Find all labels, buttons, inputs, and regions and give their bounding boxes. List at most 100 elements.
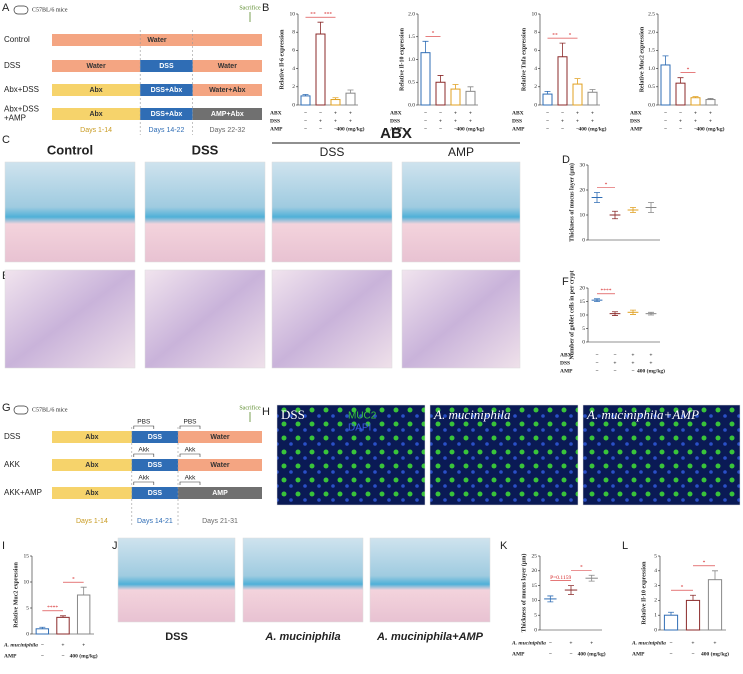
- error-bar: [452, 84, 459, 90]
- error-bar: [692, 96, 699, 98]
- mouse-strain: C57BL/6 mice: [32, 407, 68, 413]
- day-label: Days 21-31: [202, 518, 238, 525]
- x-row-mark: −: [546, 126, 549, 132]
- x-row-mark: −: [41, 653, 44, 659]
- error-bar: [39, 626, 46, 629]
- dose-bracket: [133, 425, 155, 429]
- panel-label: B: [262, 2, 269, 14]
- x-row-mark: +: [61, 642, 64, 648]
- segment-label: AMP: [212, 490, 228, 497]
- bar: [465, 90, 476, 106]
- y-tick-label: 0: [534, 627, 537, 633]
- y-axis-label: Thickness of mucus layer (μm): [520, 554, 527, 633]
- x-row-mark: −: [669, 640, 672, 646]
- y-tick-label: 5: [582, 326, 585, 332]
- x-row-mark: +: [591, 110, 594, 116]
- segment-label: Abx: [85, 462, 98, 469]
- micrograph: [401, 269, 521, 369]
- x-row-mark: 400 (mg/kg): [578, 650, 606, 657]
- y-tick-label: 30: [580, 162, 586, 168]
- x-row-mark: +: [694, 118, 697, 124]
- y-tick-label: 0: [292, 102, 295, 108]
- group-label: ABX: [380, 125, 412, 142]
- x-row-mark: +: [319, 118, 322, 124]
- micrograph: [4, 161, 136, 263]
- error-bar: [677, 77, 684, 84]
- timeline-segment: [178, 459, 262, 471]
- x-row-name: DSS: [560, 360, 570, 366]
- x-row-mark: −: [561, 110, 564, 116]
- error-bar: [559, 42, 566, 57]
- y-tick-label: 6: [292, 48, 295, 54]
- y-axis-label: Relative Muc2 expression: [639, 26, 645, 92]
- bar: [56, 616, 70, 635]
- dose-bracket: [133, 481, 155, 485]
- y-tick-label: 0.0: [408, 102, 415, 108]
- y-tick-label: 3: [654, 583, 657, 589]
- timeline-segment: [52, 487, 132, 499]
- x-row-mark: −: [304, 118, 307, 124]
- bar: [587, 91, 598, 106]
- dose-bracket: [179, 481, 201, 485]
- error-bar: [594, 298, 600, 302]
- y-tick-label: 0.5: [408, 80, 415, 86]
- error-bar: [317, 21, 324, 35]
- y-axis-label: Relative Il-10 expression: [641, 561, 647, 625]
- y-tick-label: 25: [532, 553, 538, 559]
- sacrifice-label: Sacrifice: [239, 404, 261, 411]
- image-label: A. muciniphila+AMP: [586, 407, 699, 422]
- x-row-name: AMP: [632, 651, 645, 657]
- significance-label: *: [703, 560, 706, 566]
- x-row-mark: −: [664, 110, 667, 116]
- y-axis-label: Relative Il-10 expression: [399, 27, 405, 91]
- timeline-segment: [140, 60, 193, 72]
- bar: [557, 56, 568, 106]
- bar: [345, 92, 356, 106]
- dose-label: Akk: [138, 475, 150, 482]
- dose-bracket: [133, 453, 155, 457]
- segment-label: Abx: [89, 111, 102, 118]
- x-row-mark: +: [709, 110, 712, 116]
- bar: [705, 99, 716, 106]
- x-row-mark: 400 (mg/kg): [697, 125, 725, 132]
- y-tick-label: 0: [534, 102, 537, 108]
- y-tick-label: 0: [654, 627, 657, 633]
- bar: [707, 579, 723, 631]
- y-tick-label: 0: [582, 339, 585, 345]
- row-name: DSS: [4, 61, 20, 70]
- y-tick-label: 20: [580, 187, 586, 193]
- panel-label: G: [2, 402, 11, 414]
- x-row-mark: −: [424, 110, 427, 116]
- x-row-mark: +: [576, 118, 579, 124]
- bar: [663, 614, 679, 631]
- row-name: DSS: [4, 432, 20, 441]
- segment-label: Water: [210, 462, 229, 469]
- y-axis-label: Relative Il-6 expression: [279, 29, 285, 90]
- significance-label: **: [310, 11, 316, 17]
- x-row-mark: +: [591, 118, 594, 124]
- day-label: Days 14-21: [137, 518, 173, 525]
- x-row-mark: −: [679, 110, 682, 116]
- segment-label: DSS+Abx: [151, 87, 183, 94]
- x-row-mark: +: [349, 118, 352, 124]
- y-tick-label: 15: [24, 553, 30, 559]
- micrograph: [144, 269, 266, 369]
- y-tick-label: 8: [292, 29, 295, 35]
- x-row-mark: +: [694, 110, 697, 116]
- y-tick-label: 2.0: [408, 11, 415, 17]
- x-row-mark: 400 (mg/kg): [70, 652, 98, 659]
- y-tick-label: 2.0: [648, 29, 655, 35]
- x-row-mark: −: [595, 368, 598, 374]
- panel-label: D: [562, 154, 570, 166]
- x-row-mark: +: [469, 110, 472, 116]
- bar: [420, 52, 431, 106]
- panel-label: K: [500, 540, 508, 552]
- x-row-mark: 400 (mg/kg): [457, 125, 485, 132]
- x-row-name: ABX: [512, 110, 524, 116]
- image-label: DSS: [281, 407, 305, 422]
- x-row-name: AMP: [390, 126, 403, 132]
- segment-label: Water: [210, 434, 229, 441]
- x-row-mark: +: [679, 118, 682, 124]
- error-bar: [347, 89, 354, 94]
- x-row-mark: −: [691, 651, 694, 657]
